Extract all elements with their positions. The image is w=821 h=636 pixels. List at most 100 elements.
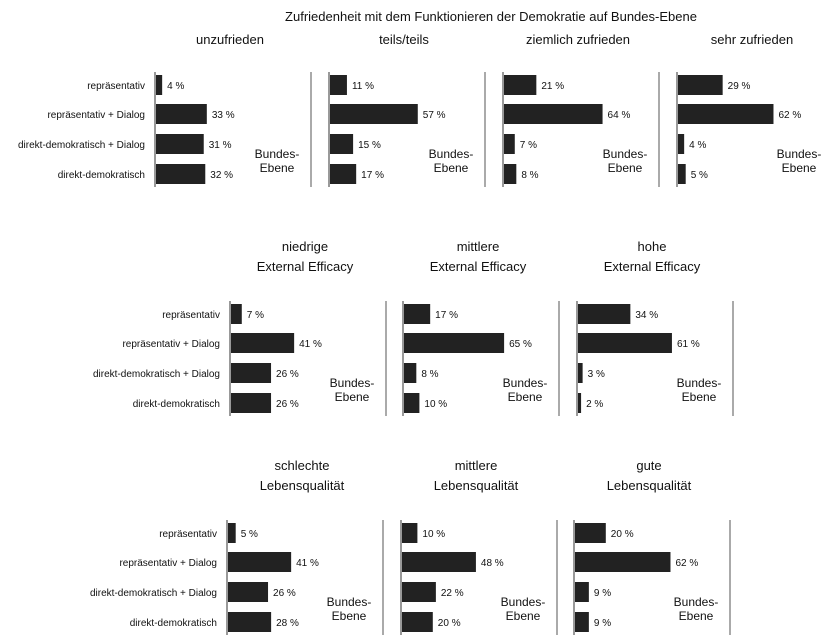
bar [402, 612, 433, 632]
bar-value-label: 3 % [588, 369, 605, 380]
category-label: direkt-demokratisch [133, 399, 220, 410]
panel-title: hohe [638, 239, 667, 254]
panel-note: Bundes- [674, 595, 719, 609]
panel-title: External Efficacy [430, 259, 527, 274]
bar-value-label: 7 % [247, 310, 264, 321]
bar [330, 134, 354, 154]
panel-title: Lebensqualität [607, 478, 692, 493]
bar-value-label: 34 % [635, 310, 658, 321]
panel-title: ziemlich zufrieden [526, 32, 630, 47]
bar [228, 582, 269, 602]
category-label: direkt-demokratisch + Dialog [90, 588, 217, 599]
bar-value-label: 11 % [352, 81, 374, 92]
category-label: repräsentativ + Dialog [119, 558, 217, 569]
bar-value-label: 17 % [361, 170, 384, 181]
bar [330, 75, 347, 95]
bar [575, 552, 671, 572]
category-label: repräsentativ [159, 529, 217, 540]
bar [231, 333, 295, 353]
main-title: Zufriedenheit mit dem Funktionieren der … [285, 9, 697, 24]
bar [231, 393, 272, 413]
panel-note: Ebene [679, 609, 714, 623]
bar [678, 164, 686, 184]
bar [678, 75, 723, 95]
bar [156, 134, 204, 154]
panel-note: Ebene [335, 390, 370, 404]
bar [404, 304, 431, 324]
panel-title: niedrige [282, 239, 328, 254]
bar [228, 612, 272, 632]
bar-value-label: 64 % [608, 110, 631, 121]
bar-value-label: 26 % [276, 399, 299, 410]
bar [575, 523, 606, 543]
panel-note: Bundes- [503, 376, 548, 390]
bar [156, 75, 163, 95]
bar [228, 523, 236, 543]
panel-note: Ebene [508, 390, 543, 404]
panel-note: Bundes- [429, 147, 474, 161]
bar-value-label: 8 % [521, 170, 538, 181]
bar-value-label: 41 % [299, 339, 322, 350]
panel-note: Ebene [434, 161, 469, 175]
bar [231, 304, 242, 324]
bar-value-label: 10 % [424, 399, 447, 410]
bar-value-label: 5 % [241, 529, 258, 540]
bar [231, 363, 272, 383]
bar-value-label: 26 % [276, 369, 299, 380]
bar [578, 304, 631, 324]
bar [404, 393, 420, 413]
bar-value-label: 9 % [594, 618, 611, 629]
bar-value-label: 62 % [675, 558, 698, 569]
panel-note: Ebene [682, 390, 717, 404]
bar-value-label: 15 % [358, 140, 381, 151]
bar-value-label: 20 % [438, 618, 461, 629]
bar [678, 104, 774, 124]
panel-note: Bundes- [603, 147, 648, 161]
bar-value-label: 17 % [435, 310, 458, 321]
bar [678, 134, 685, 154]
panel-title: mittlere [457, 239, 500, 254]
bar-value-label: 21 % [541, 81, 564, 92]
bar-value-label: 2 % [586, 399, 603, 410]
bar-value-label: 57 % [423, 110, 446, 121]
category-label: direkt-demokratisch [58, 170, 145, 181]
bar-value-label: 33 % [212, 110, 235, 121]
bar-value-label: 65 % [509, 339, 532, 350]
category-label: direkt-demokratisch [130, 618, 217, 629]
bar [404, 363, 417, 383]
bar [504, 104, 603, 124]
bar-value-label: 48 % [481, 558, 504, 569]
panel-title: External Efficacy [257, 259, 354, 274]
bar [578, 363, 583, 383]
panel-note: Ebene [332, 609, 367, 623]
bar-value-label: 8 % [421, 369, 438, 380]
panel-note: Ebene [608, 161, 643, 175]
panel-title: sehr zufrieden [711, 32, 793, 47]
panel-note: Bundes- [501, 595, 546, 609]
panel-note: Bundes- [777, 147, 821, 161]
bar-value-label: 62 % [778, 110, 801, 121]
panel-note: Ebene [782, 161, 817, 175]
bar [330, 104, 418, 124]
bar-value-label: 5 % [691, 170, 708, 181]
bar [330, 164, 357, 184]
bar-value-label: 7 % [520, 140, 537, 151]
bar-value-label: 32 % [210, 170, 233, 181]
category-label: repräsentativ [162, 310, 220, 321]
bar-value-label: 31 % [209, 140, 232, 151]
category-label: repräsentativ + Dialog [122, 339, 220, 350]
bar-value-label: 9 % [594, 588, 611, 599]
panel-title: teils/teils [379, 32, 429, 47]
panel-title: Lebensqualität [260, 478, 345, 493]
bar-value-label: 26 % [273, 588, 296, 599]
panel-title: schlechte [275, 458, 330, 473]
category-label: direkt-demokratisch + Dialog [93, 369, 220, 380]
bar-value-label: 4 % [689, 140, 706, 151]
bar [156, 164, 206, 184]
category-label: repräsentativ + Dialog [47, 110, 145, 121]
bar-value-label: 22 % [441, 588, 464, 599]
bar-value-label: 20 % [611, 529, 634, 540]
panel-title: External Efficacy [604, 259, 701, 274]
bar-value-label: 28 % [276, 618, 299, 629]
bar [156, 104, 207, 124]
